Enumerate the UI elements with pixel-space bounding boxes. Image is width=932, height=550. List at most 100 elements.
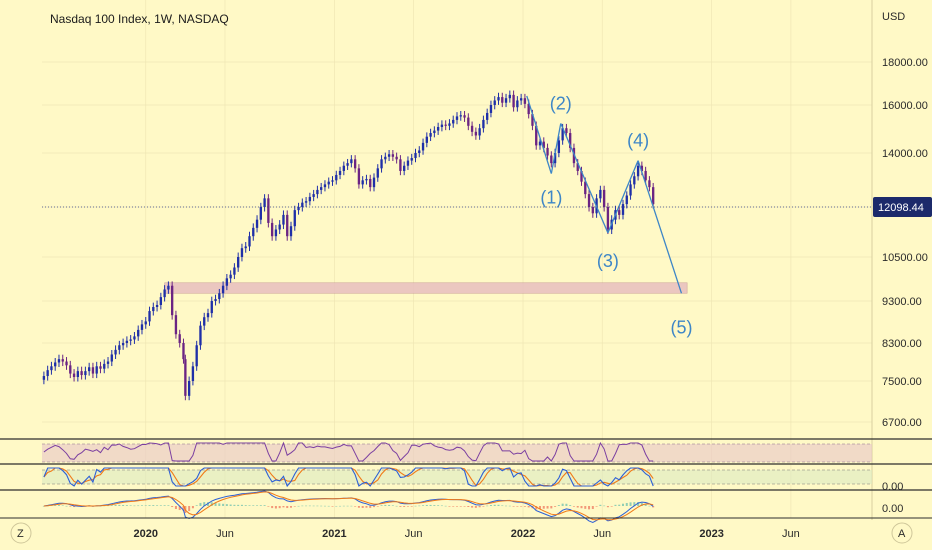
macd-histogram-bar [595,506,598,507]
candle-body [46,370,49,377]
stoch-axis-label: 0.00 [882,481,903,493]
macd-histogram-bar [354,506,357,507]
candle-body [304,201,308,203]
macd-histogram-bar [606,506,609,508]
macd-histogram-bar [65,505,68,507]
macd-histogram-bar [248,505,251,506]
macd-histogram-bar [456,506,458,507]
stoch-band [42,470,872,484]
macd-histogram-bar [222,503,225,506]
macd-histogram-bar [331,506,334,507]
candle-body [493,100,496,105]
macd-histogram-bar [610,506,613,507]
candle-body [80,371,83,376]
macd-histogram-bar [406,506,409,507]
macd-histogram-bar [410,506,413,507]
macd-histogram-bar [644,504,647,506]
macd-histogram-bar [557,505,560,506]
candle-body [376,168,379,178]
macd-histogram-bar [271,506,274,509]
candle-body [531,114,534,126]
macd-histogram-bar [535,506,538,510]
macd-histogram-bar [599,504,602,506]
macd-histogram-bar [144,505,147,506]
candle-body [255,219,259,228]
macd-histogram-bar [350,505,353,507]
candle-body [429,133,432,137]
macd-histogram-bar [286,506,289,509]
macd-histogram-bar [137,505,140,507]
macd-histogram-bar [648,505,651,507]
macd-histogram-bar [110,505,113,506]
candle-body [214,299,217,301]
candle-body [125,340,129,343]
candle-body [640,165,644,171]
price-tick-label: 10500.00 [882,252,928,264]
candle-body [297,207,300,211]
macd-histogram-bar [493,504,496,506]
macd-histogram-bar [512,506,515,507]
zoom-button-bg[interactable] [10,522,32,544]
macd-histogram-bar [278,506,281,509]
current-price-tag: 12098.44 [873,197,932,217]
grid-lines [42,0,872,518]
macd-histogram-bar [618,504,621,506]
candle-body [229,274,232,279]
candle-body [346,163,349,166]
macd-histogram-bar [459,506,462,507]
time-axis-ticks: 2020 Jun 2021 Jun 2022 Jun 2023 Jun [134,528,800,540]
wave-segment [637,160,683,294]
candle-body [365,178,368,181]
macd-histogram-bar [463,506,466,507]
candle-body [289,226,293,237]
time-tick-label: 2023 [699,528,723,540]
candle-body [342,165,345,171]
candle-body [369,178,372,188]
macd-histogram-bar [625,502,628,506]
candle-body [184,359,187,396]
macd-histogram-bar [233,504,236,506]
macd-histogram-bar [376,506,379,507]
macd-histogram-bar [539,506,541,510]
candle-body [436,127,440,131]
macd-histogram-bar [188,506,191,512]
macd-histogram-bar [414,505,417,507]
candle-body [410,158,413,161]
candle-body [459,115,462,117]
candle-body [84,371,87,376]
macd-histogram-bar [652,506,655,508]
price-axis-currency: USD [882,11,905,23]
price-tick-label: 16000.00 [882,100,928,112]
candle-body [621,204,625,215]
candle-body [516,100,519,108]
candle-body [618,210,621,215]
candle-body [512,94,515,108]
macd-histogram-bar [140,505,143,506]
time-tick-label: Jun [593,528,611,540]
wave-segment [560,123,609,234]
zoom-button-label[interactable]: Z [17,528,24,540]
candle-body [240,248,244,257]
candle-body [565,128,568,134]
candle-body [418,150,421,153]
macd-histogram-bar [501,505,504,507]
candle-body [182,343,185,360]
macd-histogram-bar [444,505,447,507]
candle-body [444,124,447,126]
auto-scale-button-label[interactable]: A [898,528,906,540]
candle-body [372,177,376,188]
candle-body [163,289,166,298]
auto-scale-button[interactable]: A [891,522,913,544]
macd-histogram-bar [122,504,125,506]
macd-histogram-bar [395,505,398,507]
time-tick-label: 2022 [511,528,535,540]
macd-histogram-bar [297,505,300,507]
macd-histogram-bar [178,506,181,511]
candle-body [237,257,240,268]
auto-scale-button-bg[interactable] [891,522,913,544]
macd-histogram-bar [229,504,232,506]
macd-histogram-bar [373,506,375,508]
candle-body [467,117,470,126]
zoom-button[interactable]: Z [10,522,32,544]
support-zone-rect [164,282,688,294]
